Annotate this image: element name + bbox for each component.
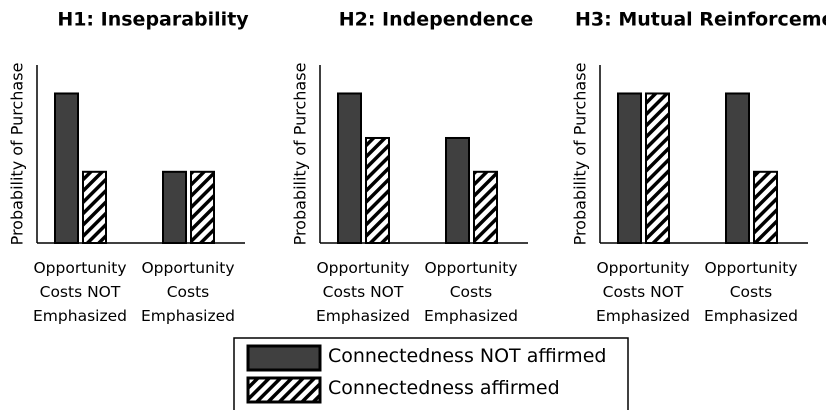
legend-swatch [246, 344, 322, 372]
bar [725, 92, 750, 245]
bar [365, 136, 390, 244]
y-axis-label: Probability of Purchase [571, 63, 590, 246]
x-tick-label: Opportunity Costs Emphasized [424, 259, 518, 325]
bar [645, 92, 670, 245]
bar [190, 170, 215, 244]
x-tick-label: Opportunity Costs Emphasized [141, 259, 235, 325]
chart-title: H1: Inseparability [57, 9, 249, 31]
chart-title: H2: Independence [339, 9, 534, 31]
y-axis-label: Probability of Purchase [291, 63, 310, 246]
bar [162, 170, 187, 244]
chart-title: H3: Mutual Reinforcement [575, 9, 826, 31]
legend-swatch [246, 376, 322, 404]
bar [617, 92, 642, 245]
x-tick-label: Opportunity Costs NOT Emphasized [33, 259, 127, 325]
legend-label: Connectedness NOT affirmed [328, 345, 607, 367]
x-tick-label: Opportunity Costs NOT Emphasized [316, 259, 410, 325]
bar [473, 170, 498, 244]
bar [753, 170, 778, 244]
bar [445, 136, 470, 244]
bar [82, 170, 107, 244]
x-tick-label: Opportunity Costs NOT Emphasized [596, 259, 690, 325]
bar [337, 92, 362, 245]
y-axis-label: Probability of Purchase [8, 63, 27, 246]
x-tick-label: Opportunity Costs Emphasized [704, 259, 798, 325]
legend-label: Connectedness affirmed [328, 377, 560, 399]
bar [54, 92, 79, 245]
